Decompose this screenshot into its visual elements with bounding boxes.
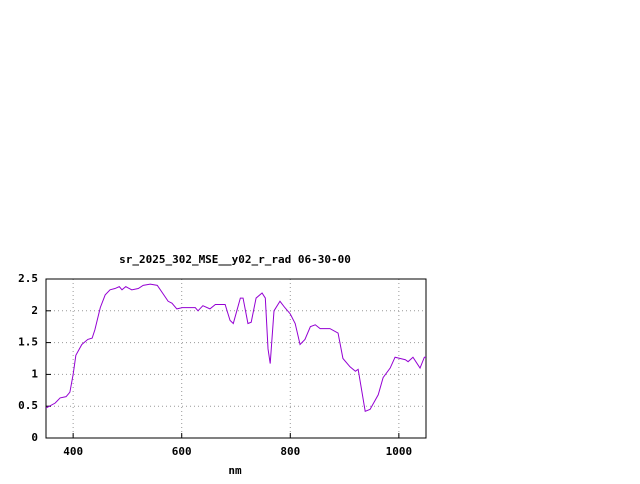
y-tick-label: 0.5 xyxy=(18,399,38,412)
plot-frame xyxy=(45,278,427,439)
x-tick-label: 800 xyxy=(280,445,300,458)
x-tick-label: 600 xyxy=(172,445,192,458)
y-tick-label: 0 xyxy=(31,431,38,444)
y-tick-label: 1 xyxy=(31,367,38,380)
y-tick-label: 1.5 xyxy=(18,336,38,349)
x-tick-label: 1000 xyxy=(386,445,413,458)
y-tick-label: 2 xyxy=(31,304,38,317)
y-tick-label: 2.5 xyxy=(18,272,38,285)
data-line xyxy=(45,283,426,412)
x-axis-label: nm xyxy=(228,464,242,477)
x-tick-label: 400 xyxy=(63,445,83,458)
chart-title: sr_2025_302_MSE__y02_r_rad 06-30-00 xyxy=(119,253,351,266)
